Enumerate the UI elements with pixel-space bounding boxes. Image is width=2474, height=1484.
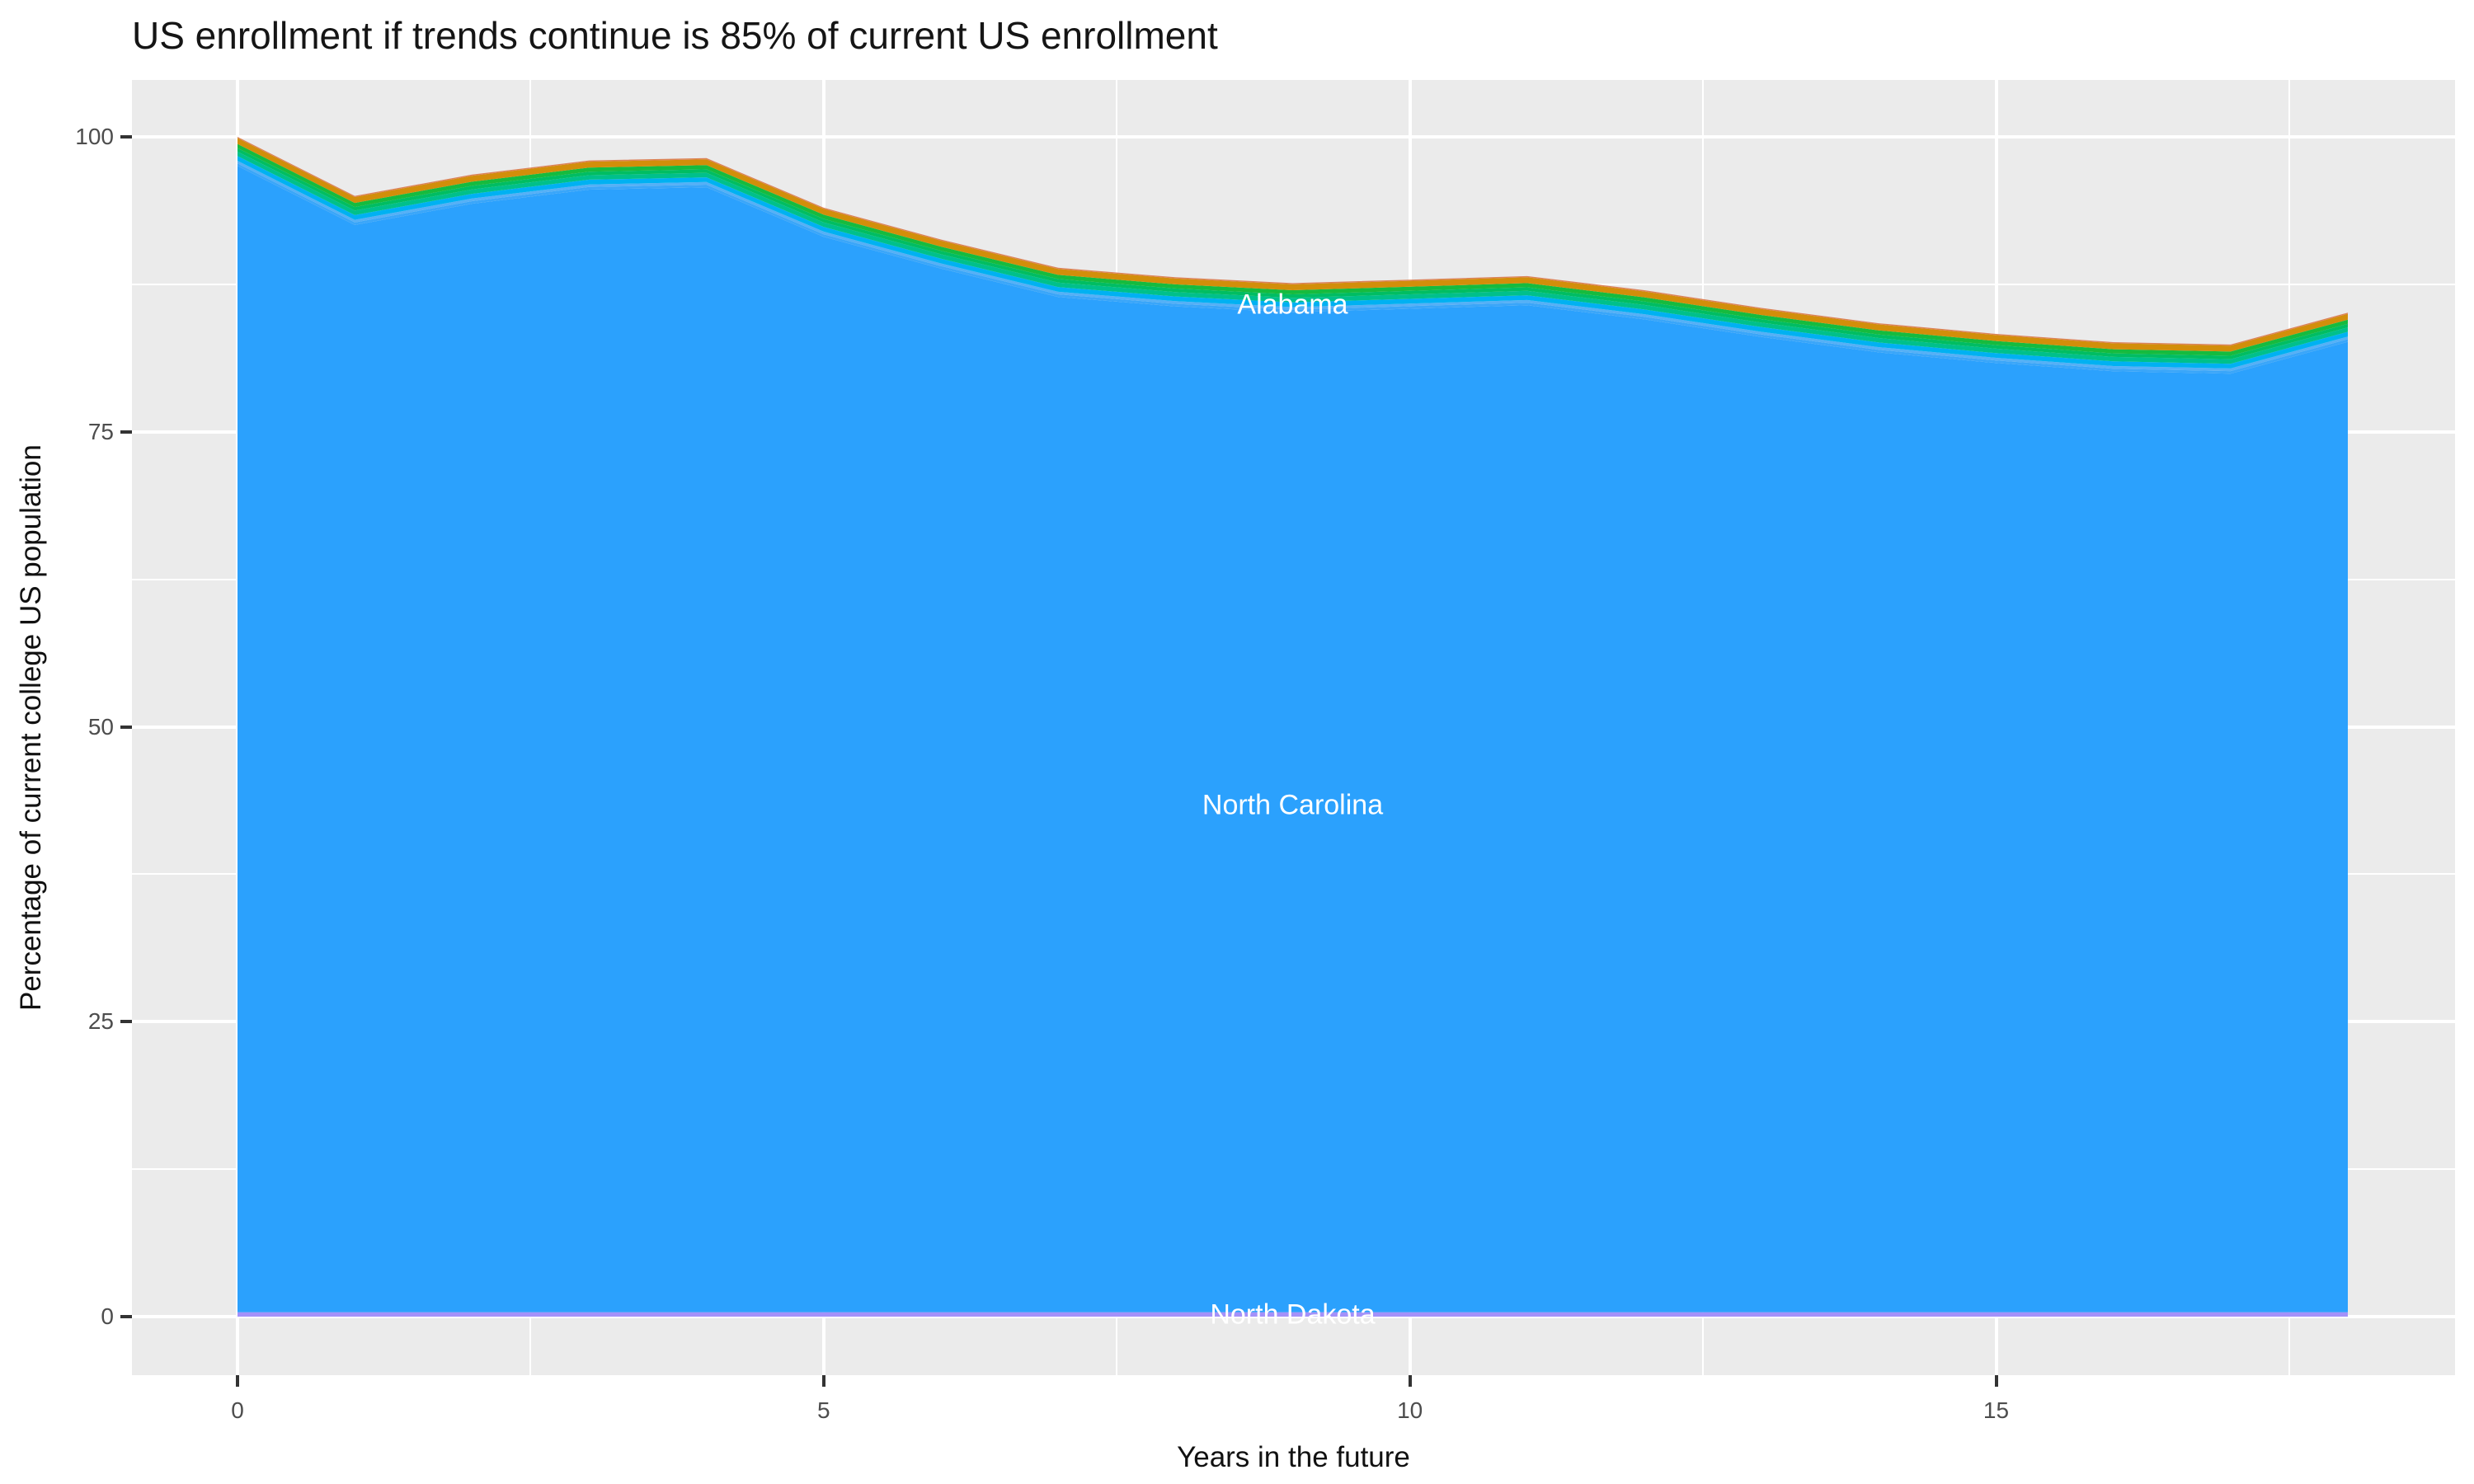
x-tick-label: 15 [1982,1397,2010,1423]
plot-title: US enrollment if trends continue is 85% … [132,14,1218,57]
y-tick-mark [120,1315,132,1318]
x-tick-label: 0 [231,1397,244,1423]
x-tick-mark [1408,1375,1412,1387]
area-band-north-dakota [238,1312,2348,1317]
y-tick-mark [120,725,132,729]
area-band-north-carolina [238,166,2348,1313]
y-tick-label: 0 [101,1303,114,1329]
gridline-y-major [132,135,2455,139]
y-axis-title: Percentage of current college US populat… [15,444,47,1011]
x-axis-title: Years in the future [1177,1441,1410,1473]
y-tick-label: 100 [75,124,114,149]
x-tick-mark [236,1375,239,1387]
y-tick-mark [120,135,132,139]
y-tick-mark [120,430,132,434]
y-tick-label: 50 [87,713,114,740]
x-tick-label: 5 [817,1397,830,1423]
y-tick-label: 75 [87,418,114,444]
state-label-alabama: Alabama [1237,289,1348,321]
x-tick-mark [821,1375,825,1387]
x-tick-label: 10 [1397,1397,1423,1423]
state-label-north-dakota: North Dakota [1210,1298,1376,1331]
y-tick-mark [120,1020,132,1024]
y-tick-label: 25 [87,1008,114,1035]
x-tick-mark [1994,1375,1998,1387]
state-label-north-carolina: North Carolina [1202,789,1384,821]
